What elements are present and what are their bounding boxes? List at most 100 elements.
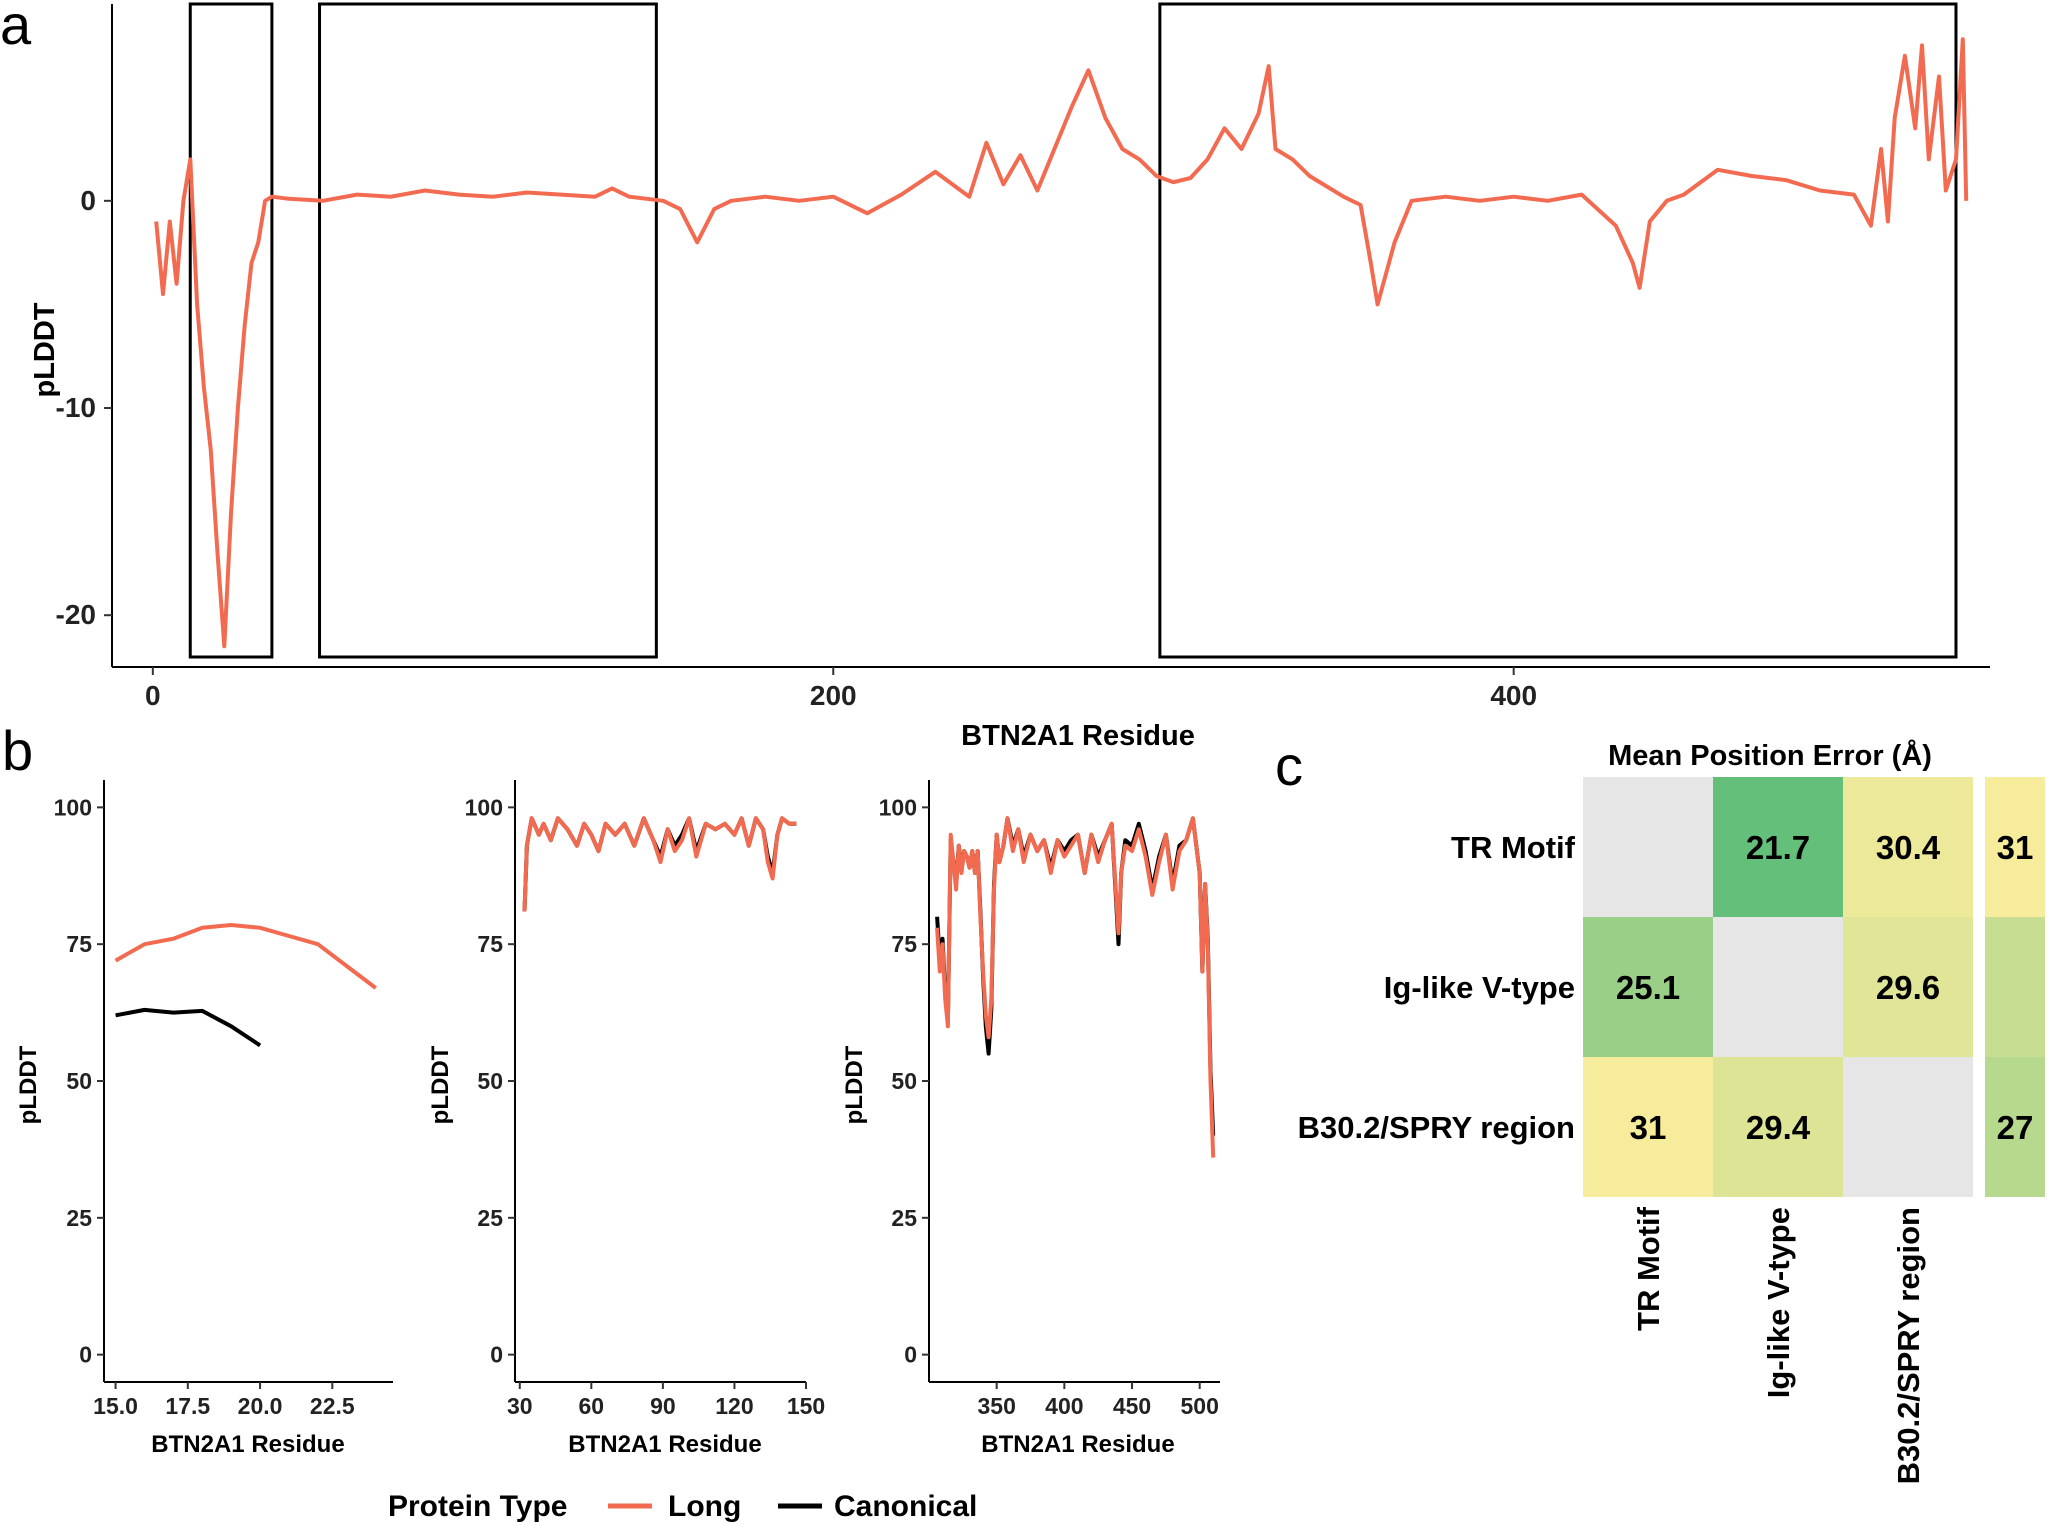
panel-b1-ylabel: pLDDT [15, 1045, 42, 1124]
heatmap-cell [1583, 917, 1713, 1057]
x-tick-label: 30 [507, 1393, 533, 1419]
series-line-long [935, 816, 1216, 1158]
panel-b2-xlabel: BTN2A1 Residue [568, 1431, 761, 1458]
panel-b1-chart: 0 25 50 75 100 15.0 17.5 20.0 22.5 BTN2A1 Residu… [15, 780, 393, 1458]
x-tick-label: 15.0 [93, 1393, 138, 1419]
heatmap-column-label: Ig-like V-type [1761, 1207, 1796, 1398]
y-tick-label: 25 [477, 1205, 503, 1231]
heatmap-cell [1583, 1057, 1713, 1197]
panel-b3-ylabel: pLDDT [841, 1045, 868, 1124]
x-tick-label: 22.5 [310, 1393, 355, 1419]
x-tick-label: 150 [787, 1393, 825, 1419]
panel-c-heatmap: Mean Position Error (Å) 21.7 30.4 25.1 29.6… [1298, 739, 2045, 1484]
x-tick-label: 90 [650, 1393, 676, 1419]
y-tick-label: 0 [490, 1342, 503, 1368]
panel-b2-ylabel: pLDDT [427, 1045, 454, 1124]
panel-a-ylabel: pLDDT [29, 302, 61, 397]
region-boxes [188, 2, 1958, 659]
series-line-long [114, 923, 377, 990]
region-box [318, 2, 658, 659]
heatmap-cell-value: 29.6 [1876, 969, 1940, 1006]
y-tick-label: 50 [891, 1068, 917, 1094]
y-tick-label: 75 [891, 931, 917, 957]
heatmap-row-label: B30.2/SPRY region [1298, 1110, 1575, 1145]
panel-b3-series [935, 816, 1216, 1158]
extra-column-cell [1985, 777, 2045, 917]
heatmap-cell [1843, 917, 1973, 1057]
panel-a-axes: -20 -10 0 0 200 400 [56, 4, 1990, 711]
y-tick-label: 25 [66, 1205, 92, 1231]
x-tick-label: 60 [579, 1393, 605, 1419]
heatmap-cell [1843, 777, 1973, 917]
x-tick-label: 20.0 [238, 1393, 283, 1419]
y-tick-label: 0 [904, 1342, 917, 1368]
panel-letter-c: c [1275, 734, 1303, 797]
heatmap-cell [1583, 777, 1713, 917]
y-tick-label: 100 [879, 794, 917, 820]
heatmap-cell-value: 25.1 [1616, 969, 1680, 1006]
panel-a-xlabel: BTN2A1 Residue [961, 720, 1195, 752]
series-line-canonical [115, 1007, 262, 1048]
heatmap-row-labels: TR Motif Ig-like V-type B30.2/SPRY region [1298, 830, 1576, 1145]
x-tick-label: 350 [977, 1393, 1015, 1419]
heatmap-cells: 21.7 30.4 25.1 29.6 31 29.4 [1583, 777, 1973, 1197]
extra-column-cell [1985, 1057, 2045, 1197]
panel-b2-chart: 0 25 50 75 100 30 60 90 120 150 BTN2A1 Residue pL… [427, 780, 825, 1458]
panel-b2-axes: 0 25 50 75 100 30 60 90 120 150 [465, 780, 825, 1419]
heatmap-column-label: TR Motif [1631, 1206, 1666, 1331]
extra-column-cell [1985, 917, 2045, 1057]
panel-b1-axes: 0 25 50 75 100 15.0 17.5 20.0 22.5 [54, 780, 393, 1419]
heatmap-cell-value: 29.4 [1746, 1109, 1811, 1146]
heatmap-cell [1713, 1057, 1843, 1197]
series-line-long [522, 816, 797, 912]
panel-b1-xlabel: BTN2A1 Residue [151, 1431, 344, 1458]
panel-b1-series [114, 923, 377, 1048]
region-box [188, 2, 274, 659]
x-tick-label: 0 [145, 680, 161, 711]
region-box [1158, 2, 1958, 659]
legend-label-canonical: Canonical [834, 1490, 977, 1523]
series-line-canonical [522, 816, 797, 912]
y-tick-label: 100 [54, 794, 92, 820]
heatmap-cell-value: 31 [1630, 1109, 1667, 1146]
panel-a-series [154, 37, 1969, 649]
heatmap-extra-column: 31 27 [1985, 777, 2045, 1197]
panel-letter-a: a [0, 0, 32, 56]
x-tick-label: 120 [715, 1393, 753, 1419]
x-tick-label: 200 [810, 680, 857, 711]
heatmap-cell-value: 30.4 [1876, 829, 1941, 866]
y-tick-label: 100 [465, 794, 503, 820]
y-tick-label: 0 [79, 1342, 92, 1368]
heatmap-row-label: Ig-like V-type [1384, 970, 1575, 1005]
series-line-difference [154, 37, 1969, 649]
x-tick-label: 400 [1045, 1393, 1083, 1419]
panel-b2-series [522, 816, 797, 912]
legend-title: Protein Type [388, 1490, 567, 1523]
legend-label-long: Long [668, 1490, 741, 1523]
panel-b3-xlabel: BTN2A1 Residue [981, 1431, 1174, 1458]
heatmap-row-label: TR Motif [1451, 830, 1576, 865]
y-tick-label: 75 [66, 931, 92, 957]
y-tick-label: 75 [477, 931, 503, 957]
y-tick-label: -20 [56, 599, 96, 630]
panel-b3-axes: 0 25 50 75 100 350 400 450 500 [879, 780, 1220, 1419]
x-tick-label: 400 [1490, 680, 1537, 711]
y-tick-label: 50 [66, 1068, 92, 1094]
y-tick-label: 50 [477, 1068, 503, 1094]
x-tick-label: 17.5 [165, 1393, 210, 1419]
legend: Protein Type Long Canonical [388, 1490, 977, 1523]
heatmap-cell [1713, 777, 1843, 917]
heatmap-title: Mean Position Error (Å) [1608, 739, 1932, 772]
panel-b3-chart: 0 25 50 75 100 350 400 450 500 BTN2A1 Residue pL… [841, 780, 1220, 1458]
x-tick-label: 500 [1181, 1393, 1219, 1419]
y-tick-label: -10 [56, 392, 96, 423]
heatmap-cell-value: 21.7 [1746, 829, 1810, 866]
heatmap-column-label: B30.2/SPRY region [1891, 1207, 1926, 1484]
y-tick-label: 0 [80, 185, 96, 216]
heatmap-cell [1843, 1057, 1973, 1197]
heatmap-cell [1713, 917, 1843, 1057]
extra-column-value: 27 [1997, 1109, 2034, 1146]
panel-a-chart: -20 -10 0 0 200 400 BTN2A1 Residue pLDDT [29, 2, 1990, 752]
panel-letter-b: b [2, 719, 33, 782]
